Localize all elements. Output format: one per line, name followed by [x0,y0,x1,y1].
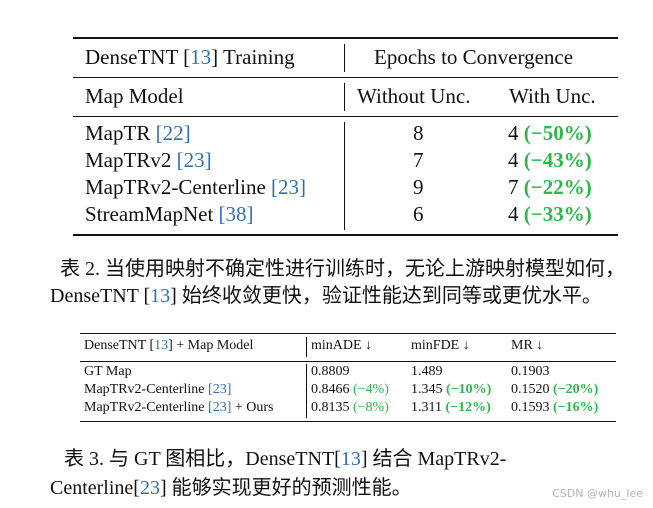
table3-row-minade: 0.8809 [311,364,350,379]
table2-row-model: MapTR [85,121,156,145]
table2-col-map-model: Map Model [85,84,184,108]
table2-row-delta: (−50%) [523,121,592,145]
table2-bottom-rule [73,234,618,236]
table2-header-epochs: Epochs to Convergence [374,45,574,69]
table2-row-delta: (−22%) [523,175,592,199]
table2-row: MapTRv2 [23] [85,148,212,173]
table3-col-mr: MR ↓ [511,338,544,353]
table2-row-cite: [22] [155,121,191,145]
table2-row-without: 6 [413,202,424,226]
table3-row: MapTRv2-Centerline [23] [84,382,232,397]
table3-row-model: MapTRv2-Centerline [84,382,209,397]
table2-row-cite: [23] [176,148,212,172]
table3-caption-line1: 表 3. 与 GT 图相比，DenseTNT[13] 结合 MapTRv2- [64,448,507,470]
table3-row-minfde: 1.489 [411,364,443,379]
csdn-watermark: CSDN @whu_lee [552,487,643,500]
table2-row-model: MapTRv2-Centerline [85,175,272,199]
table2-row-with: 4 (−33%) [508,202,592,226]
table3-mid-rule [80,361,616,362]
table3-row-minfde: 1.345 (−10%) [411,382,492,397]
table2-row-without: 8 [413,121,424,145]
table2-body-divider [344,122,345,230]
table3-row-minfde: 1.311 (−12%) [411,400,491,415]
table2-row-without: 7 [413,148,424,172]
table3-row: MapTRv2-Centerline [23] + Ours [84,400,274,415]
table2-header-divider [344,44,345,72]
table2-row-model: StreamMapNet [85,202,219,226]
table2-header-training: DenseTNT [13] Training [85,45,295,69]
table2-caption-line1: 表 2. 当使用映射不确定性进行训练时，无论上游映射模型如何， [60,258,625,280]
table2-top-rule [73,37,618,39]
table3-row-mr: 0.1520 (−20%) [511,382,599,397]
table2-col-with-unc: With Unc. [509,84,596,108]
table3-row: GT Map [84,364,132,380]
table3-bottom-rule [80,421,616,422]
table3-body-divider [306,364,307,418]
table2-row-with: 4 (−50%) [508,121,592,145]
table2-col-without-unc: Without Unc. [357,84,471,108]
table2-col-divider [344,83,345,111]
table2-row: MapTRv2-Centerline [23] [85,175,306,200]
table2-row-model: MapTRv2 [85,148,177,172]
table3-caption-line2: Centerline[23] 能够实现更好的预测性能。 [50,477,412,499]
table2-caption-line2: DenseTNT [13] 始终收敛更快，验证性能达到同等或更优水平。 [50,285,602,307]
table3-row-mr: 0.1903 [511,364,550,379]
table2-mid-rule-2 [73,116,618,117]
table3-header-model: DenseTNT [13] + Map Model [84,338,254,353]
table3-row-minade: 0.8466 (−4%) [311,382,389,397]
table3-top-rule [80,333,616,334]
table3-row-model: MapTRv2-Centerline [84,400,209,415]
table3-caption: 表 3. 与 GT 图相比，DenseTNT[13] 结合 MapTRv2- C… [50,445,640,503]
table3-col-minade: minADE ↓ [311,338,373,353]
table3-col-minfde: minFDE ↓ [411,338,470,353]
table2-row-cite: [23] [271,175,307,199]
table3-row-model: GT Map [84,364,132,379]
table2-row: MapTR [22] [85,121,191,146]
table2-row: StreamMapNet [38] [85,202,254,227]
table2-mid-rule-1 [73,77,618,78]
table3-header-divider [306,337,307,357]
table2-row-cite: [38] [218,202,254,226]
table2-caption: 表 2. 当使用映射不确定性进行训练时，无论上游映射模型如何， DenseTNT… [50,256,640,310]
table3-row-minade: 0.8135 (−8%) [311,400,389,415]
table2-row-delta: (−33%) [523,202,592,226]
table2-row-delta: (−43%) [523,148,592,172]
table2-row-with: 7 (−22%) [508,175,592,199]
table3-row-mr: 0.1593 (−16%) [511,400,599,415]
table2-row-without: 9 [413,175,424,199]
table2-row-with: 4 (−43%) [508,148,592,172]
